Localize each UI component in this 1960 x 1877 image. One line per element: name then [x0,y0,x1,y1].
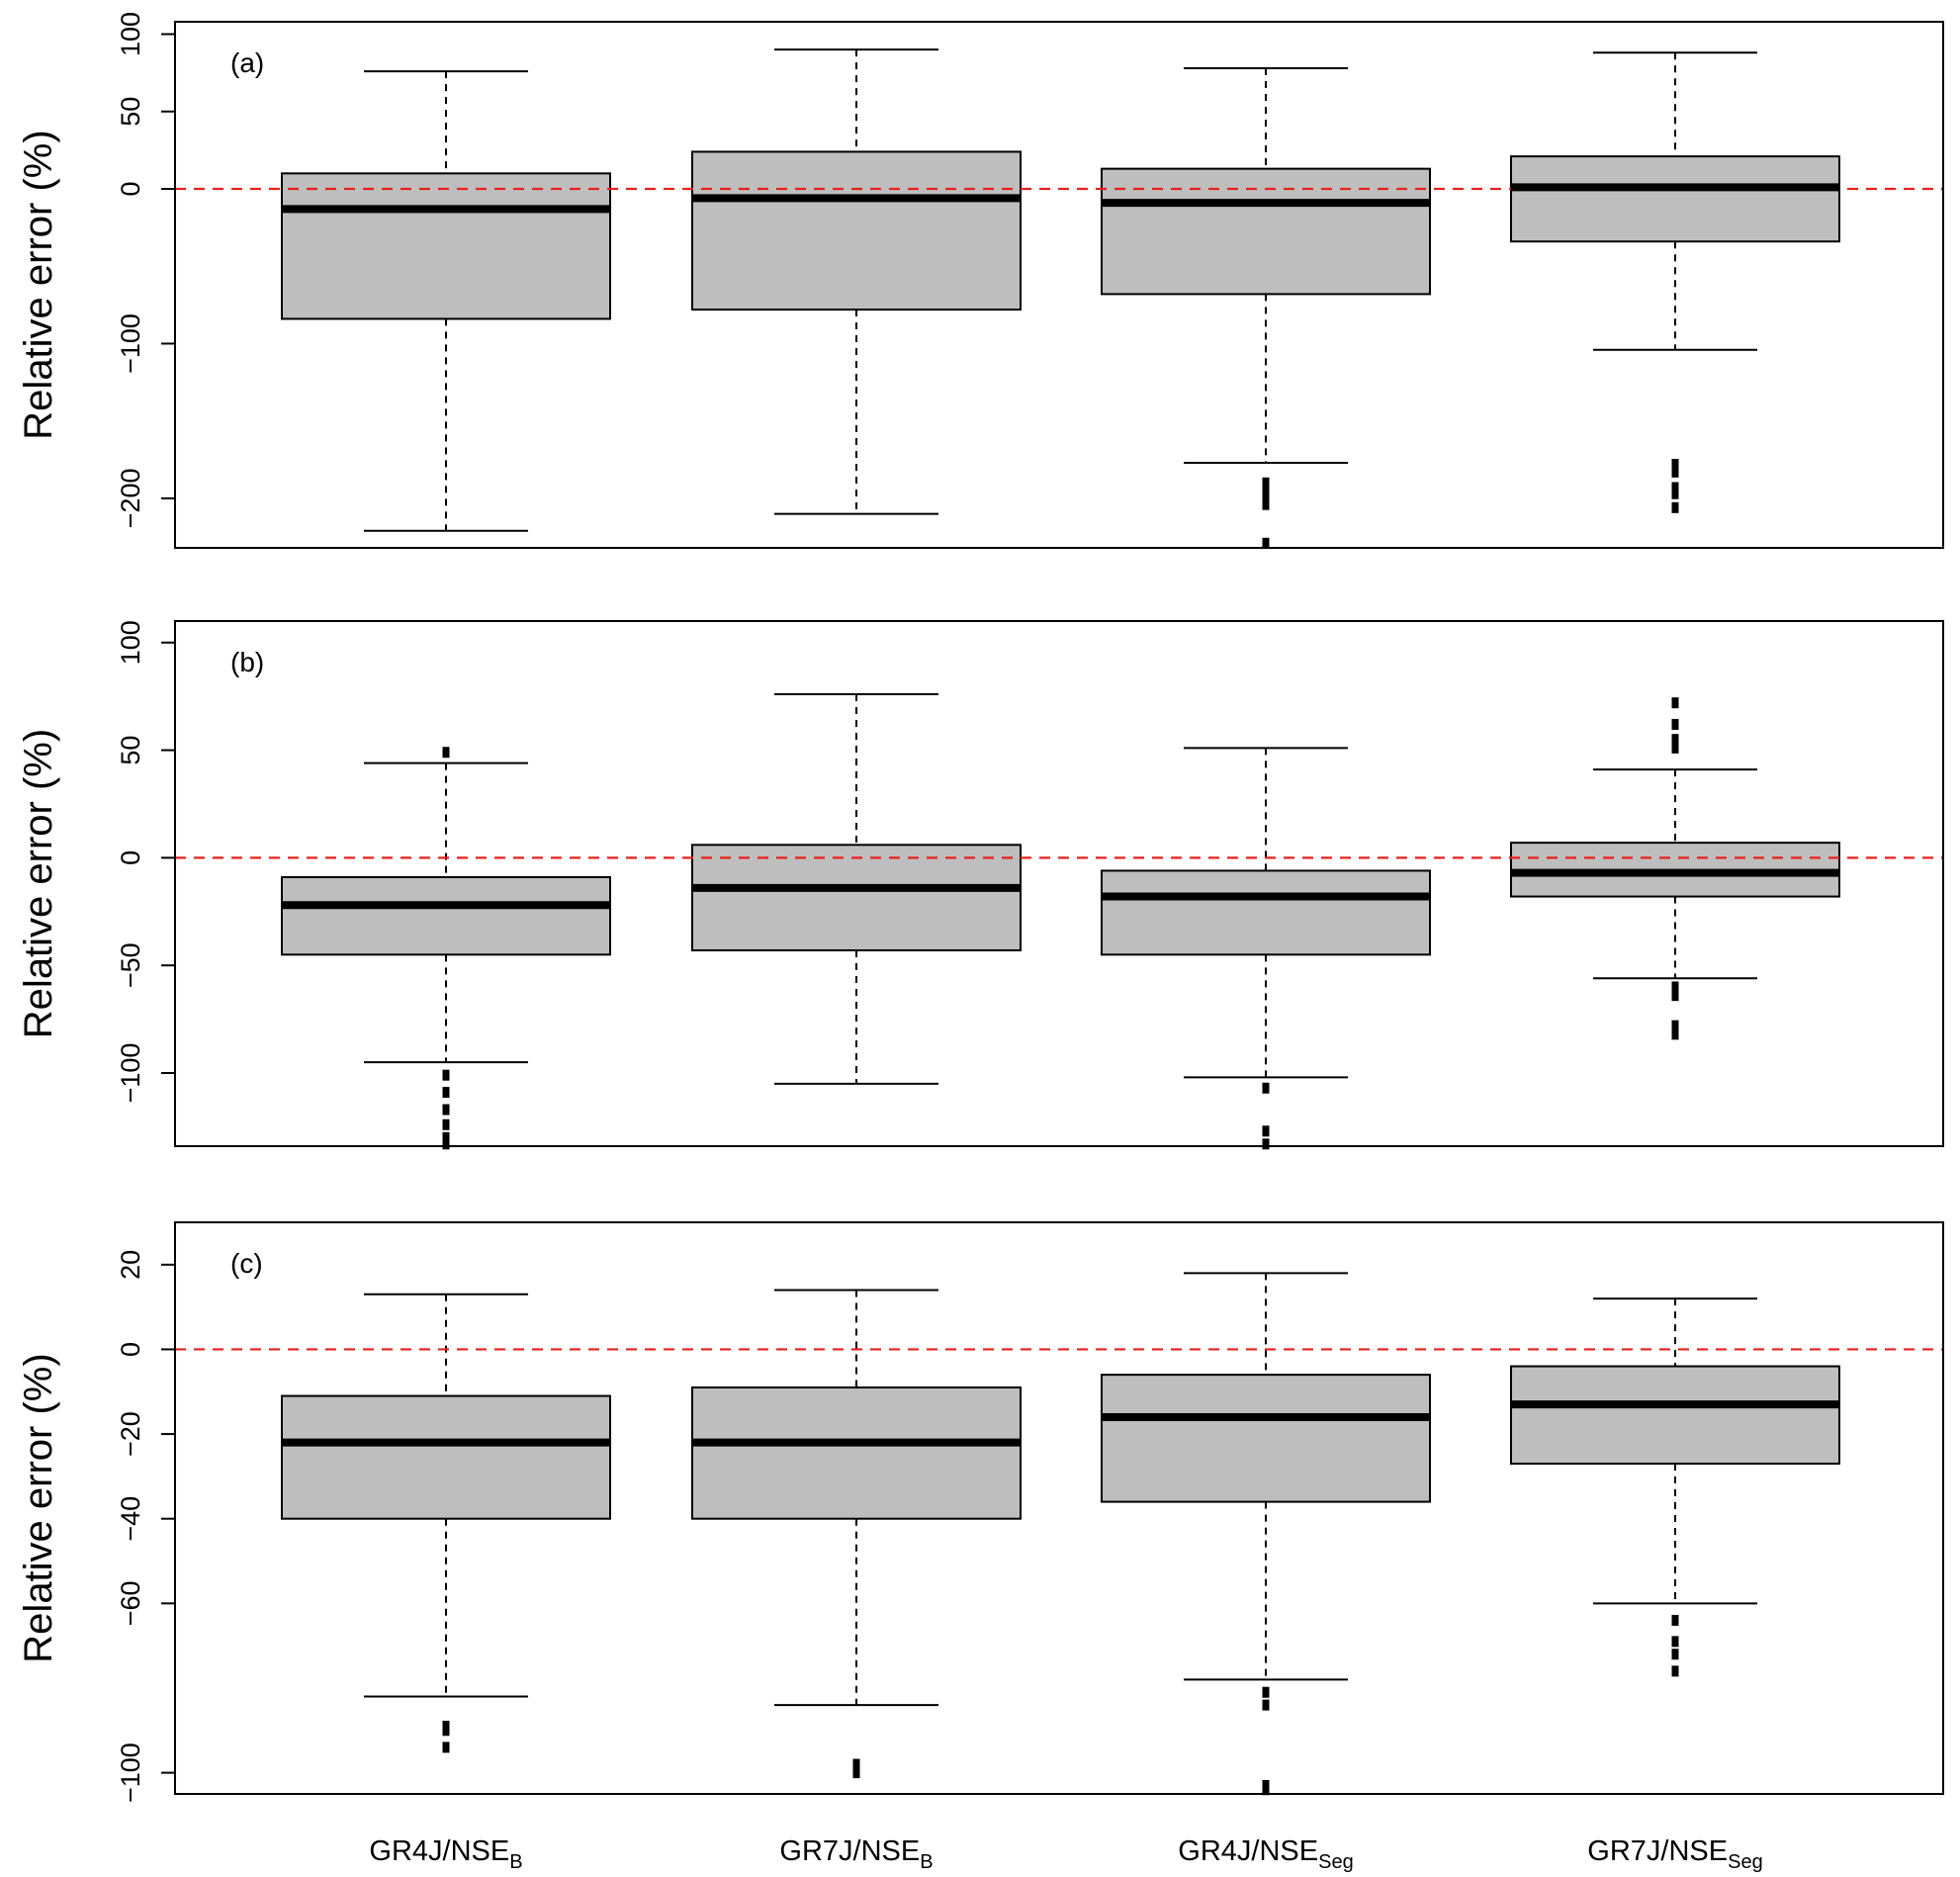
x-axis-category-labels: GR4J/NSEB GR7J/NSEB GR4J/NSESeg GR7J/NSESeg [369,1835,1762,1873]
plot-frame [174,620,1944,1147]
interquartile-box [281,1394,611,1520]
y-tick-label: 20 [116,1250,145,1280]
chart-panel-3: −100 −60 −40 −20 0 20 Relative error (%) (c) [17,1221,1944,1803]
outlier-point [442,1118,450,1130]
outlier-point [1262,1125,1270,1137]
y-tick-label: 0 [116,1342,145,1357]
y-tick-label: −20 [116,1411,145,1457]
y-tick-label: 0 [116,181,145,196]
outlier-point [442,1131,450,1143]
y-tick-label: 100 [116,620,145,665]
box-2 [691,1289,1022,1779]
interquartile-box [1510,1365,1840,1466]
outlier-point [852,1767,860,1779]
y-tick-label: −50 [116,942,145,988]
box-3 [1101,747,1431,1150]
outlier-point [1671,990,1679,1002]
plot-frame [174,1221,1944,1795]
box-1 [281,747,611,1150]
y-axis: −200 −100 0 50 100 [116,12,175,528]
y-axis-title: Relative error (%) [17,1353,60,1662]
outlier-point [442,1104,450,1116]
box-1 [281,70,611,532]
y-tick-label: −100 [116,1743,145,1803]
outlier-point [1671,501,1679,513]
outlier-point [1262,1138,1270,1150]
x-tick-label: GR7J/NSEB [779,1835,933,1873]
interquartile-box [691,844,1022,951]
box-4 [1510,697,1840,1040]
y-tick-label: 50 [116,736,145,765]
box-3 [1101,66,1431,549]
outlier-point [1671,459,1679,471]
outlier-point [1262,492,1270,504]
interquartile-box [1101,869,1431,956]
outlier-point [1262,1784,1270,1796]
outlier-point [442,1725,450,1737]
outlier-point [1262,1686,1270,1698]
outlier-point [1262,1082,1270,1094]
outlier-point [442,1138,450,1150]
interquartile-box [691,1385,1022,1520]
outlier-point [1262,537,1270,549]
chart-panel-1: −200 −100 0 50 100 Relative error (%) (a) [17,12,1944,549]
outlier-point [442,1742,450,1753]
outlier-point [1671,1649,1679,1660]
y-axis: −100 −60 −40 −20 0 20 [116,1250,175,1803]
outlier-point [1671,981,1679,993]
y-axis: −100 −50 0 50 100 [116,620,175,1103]
box-4 [1510,1297,1840,1677]
outlier-point [1671,734,1679,746]
y-axis-title: Relative error (%) [17,729,60,1038]
y-tick-label: −60 [116,1580,145,1626]
interquartile-box [1101,167,1431,296]
interquartile-box [281,172,611,320]
y-tick-label: −100 [116,313,145,374]
outlier-point [442,747,450,759]
box-2 [691,692,1022,1085]
y-tick-label: 50 [116,97,145,127]
y-tick-label: −200 [116,469,145,529]
panel-label: (b) [230,647,264,677]
plot-frame [174,21,1944,549]
outlier-point [1262,477,1270,489]
y-tick-label: 0 [116,850,145,865]
outlier-point [1671,718,1679,730]
outlier-point [1671,1665,1679,1677]
panel-label: (c) [230,1248,263,1279]
y-axis-title: Relative error (%) [17,130,60,439]
interquartile-box [1101,1374,1431,1503]
box-3 [1101,1272,1431,1796]
y-tick-label: −100 [116,1043,145,1104]
outlier-point [1671,697,1679,709]
outlier-point [1671,1636,1679,1648]
interquartile-box [691,150,1022,312]
x-tick-label: GR4J/NSESeg [1178,1835,1353,1873]
outlier-point [1671,482,1679,493]
outlier-point [1671,1028,1679,1040]
chart-panel-2: −100 −50 0 50 100 Relative error (%) (b) [17,620,1944,1150]
y-tick-label: 100 [116,12,145,56]
outlier-point [442,1087,450,1099]
x-tick-label: GR4J/NSEB [369,1835,522,1873]
interquartile-box [1510,155,1840,243]
outlier-point [1262,485,1270,496]
outlier-point [1262,1699,1270,1711]
outlier-point [1262,498,1270,510]
box-1 [281,1293,611,1753]
y-tick-label: −40 [116,1496,145,1542]
outlier-point [1671,1614,1679,1626]
outlier-point [1671,466,1679,478]
outlier-point [442,1069,450,1081]
outlier-point [1671,488,1679,499]
panel-label: (a) [230,47,264,78]
box-4 [1510,51,1840,513]
outlier-point [1671,1020,1679,1031]
x-tick-label: GR7J/NSESeg [1587,1835,1762,1873]
box-2 [691,48,1022,515]
outlier-point [1671,742,1679,754]
interquartile-box [281,875,611,956]
